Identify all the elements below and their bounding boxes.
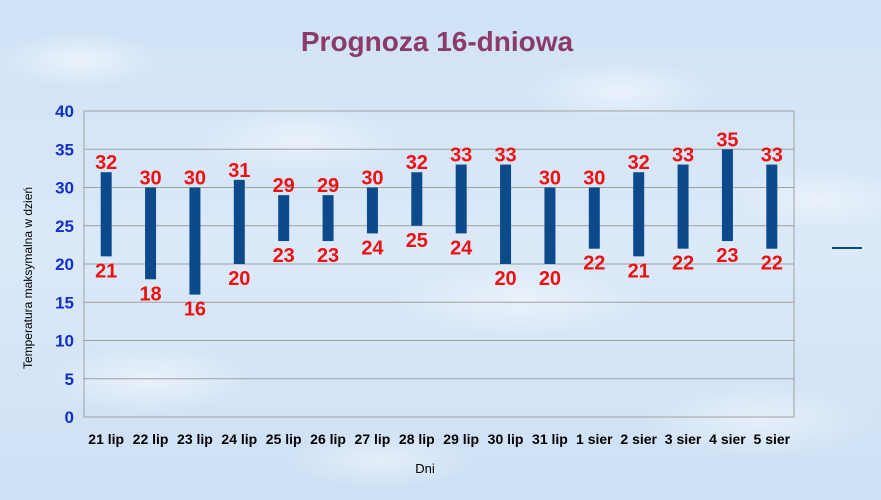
y-tick-label: 25 (55, 217, 74, 236)
x-tick-label: 30 lip (488, 431, 524, 447)
y-tick-label: 30 (55, 179, 74, 198)
low-value-label: 24 (450, 237, 473, 259)
y-axis-ticks: 0 5 10 15 20 25 30 35 40 (55, 102, 74, 427)
x-tick-label: 3 sier (665, 431, 702, 447)
y-tick-label: 10 (55, 332, 74, 351)
range-bar (677, 164, 689, 249)
high-value-label: 32 (628, 152, 650, 174)
x-tick-label: 31 lip (532, 431, 568, 447)
low-value-label: 21 (628, 260, 650, 282)
high-value-label: 31 (228, 160, 250, 182)
low-value-label: 23 (716, 245, 738, 267)
range-bar (544, 187, 556, 264)
low-value-label: 25 (406, 230, 428, 252)
x-axis-ticks: 21 lip 22 lip 23 lip 24 lip 25 lip 26 lip 27 l… (88, 431, 790, 447)
low-value-label: 23 (317, 245, 339, 267)
low-value-label: 20 (494, 268, 516, 290)
x-tick-label: 4 sier (709, 431, 746, 447)
low-value-label: 20 (228, 268, 250, 290)
y-tick-label: 40 (55, 102, 74, 121)
range-bar (721, 149, 733, 242)
low-value-label: 23 (273, 245, 295, 267)
x-tick-label: 26 lip (310, 431, 346, 447)
x-axis-label: Dni (415, 461, 435, 476)
range-bar (233, 179, 245, 264)
high-value-label: 30 (583, 168, 605, 190)
y-tick-label: 20 (55, 255, 74, 274)
x-tick-label: 21 lip (88, 431, 124, 447)
high-value-label: 33 (450, 145, 472, 167)
range-bar (189, 187, 201, 295)
y-tick-label: 35 (55, 140, 74, 159)
low-value-label: 21 (95, 260, 117, 282)
low-value-label: 22 (583, 253, 605, 275)
x-tick-label: 5 sier (754, 431, 791, 447)
high-value-label: 33 (761, 145, 783, 167)
range-bar (322, 195, 334, 242)
x-tick-label: 24 lip (221, 431, 257, 447)
bars (100, 149, 778, 295)
chart-title: Prognoza 16-dniowa (301, 26, 574, 57)
x-tick-label: 29 lip (443, 431, 479, 447)
range-bar (100, 172, 112, 257)
y-tick-label: 15 (55, 293, 74, 312)
range-bar (145, 187, 157, 280)
y-tick-label: 5 (65, 370, 74, 389)
low-value-label: 20 (539, 268, 561, 290)
range-bar (455, 164, 467, 234)
x-tick-label: 28 lip (399, 431, 435, 447)
x-tick-label: 27 lip (355, 431, 391, 447)
range-bar (411, 172, 423, 226)
high-value-label: 33 (494, 145, 516, 167)
high-value-label: 32 (406, 152, 428, 174)
x-tick-label: 23 lip (177, 431, 213, 447)
high-value-label: 29 (317, 175, 339, 197)
data-labels: 32 21 30 18 30 16 31 20 29 23 29 23 30 24 32 25 33 24 33 20… (95, 129, 783, 320)
x-tick-label: 22 lip (133, 431, 169, 447)
y-axis-label: Temperatura maksymalna w dzień (21, 187, 35, 369)
high-value-label: 30 (139, 168, 161, 190)
high-value-label: 30 (539, 168, 561, 190)
high-value-label: 30 (184, 168, 206, 190)
high-value-label: 35 (716, 129, 738, 151)
high-value-label: 29 (273, 175, 295, 197)
x-tick-label: 1 sier (576, 431, 613, 447)
gridlines (83, 110, 795, 418)
high-value-label: 33 (672, 145, 694, 167)
x-tick-label: 2 sier (620, 431, 657, 447)
range-bar (766, 164, 778, 249)
y-tick-label: 0 (65, 408, 74, 427)
high-value-label: 32 (95, 152, 117, 174)
low-value-label: 24 (361, 237, 384, 259)
range-bar (588, 187, 600, 249)
range-bar (500, 164, 512, 264)
range-bar (278, 195, 290, 242)
range-bar (633, 172, 645, 257)
low-value-label: 18 (139, 283, 161, 305)
low-value-label: 22 (672, 253, 694, 275)
high-value-label: 30 (361, 168, 383, 190)
x-tick-label: 25 lip (266, 431, 302, 447)
low-value-label: 16 (184, 299, 206, 321)
range-bar (366, 187, 378, 234)
low-value-label: 22 (761, 253, 783, 275)
